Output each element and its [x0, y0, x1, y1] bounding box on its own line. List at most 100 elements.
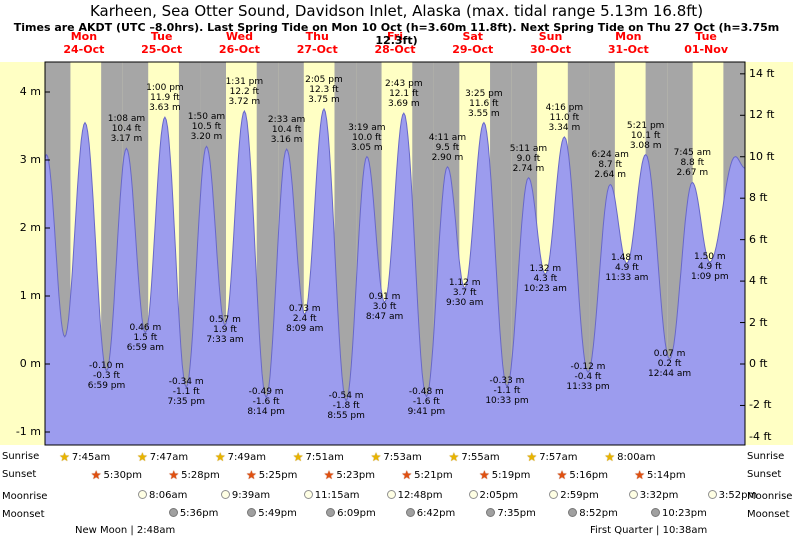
- y-axis-right-label: 0 ft: [749, 357, 768, 370]
- moonrise-marker: 11:15am: [303, 490, 360, 504]
- sunrise-marker: ★ 7:57am: [526, 450, 577, 464]
- moonset-marker: 5:49pm: [247, 508, 297, 522]
- tide-low-annotation: -0.33 m -1.1 ft 10:33 pm: [485, 376, 529, 407]
- moonset-marker: 5:36pm: [168, 508, 219, 522]
- moonrise-row-label-left: Moonrise: [2, 491, 48, 502]
- moonrise-marker: 3:32pm: [628, 490, 679, 504]
- day-label: Fri 28-Oct: [374, 30, 416, 56]
- moonset-icon: [168, 508, 178, 517]
- sunset-icon: ★: [556, 468, 568, 482]
- tide-high-annotation: 6:24 am 8.7 ft 2.64 m: [591, 150, 629, 181]
- moonset-time: 6:09pm: [337, 508, 376, 519]
- sunrise-time: 7:55am: [461, 452, 500, 463]
- moonrise-icon: [628, 490, 638, 499]
- moonset-icon: [326, 508, 336, 517]
- y-axis-right-label: -2 ft: [749, 398, 772, 412]
- sunset-icon: ★: [634, 468, 646, 482]
- moonrise-icon: [707, 490, 717, 499]
- moonrise-icon: [549, 490, 559, 499]
- tide-low-annotation: -0.48 m -1.6 ft 9:41 pm: [407, 386, 446, 417]
- tide-low-annotation: 1.12 m 3.7 ft 9:30 am: [445, 277, 484, 308]
- day-label: Sun 30-Oct: [530, 30, 572, 56]
- y-axis-left-label: 0 m: [19, 357, 41, 370]
- moonrise-marker: 3:52pm: [707, 490, 757, 504]
- moonset-time: 8:52pm: [579, 508, 618, 519]
- sunrise-time: 7:47am: [149, 452, 189, 463]
- sunrise-marker: ★ 7:55am: [449, 450, 500, 464]
- sunrise-marker: ★ 7:51am: [293, 450, 344, 464]
- moonrise-icon: [303, 490, 313, 499]
- sunrise-time: 7:49am: [227, 452, 266, 463]
- sunset-row-label-left: Sunset: [2, 469, 37, 480]
- tide-low-annotation: -0.49 m -1.6 ft 8:14 pm: [247, 387, 285, 418]
- sunset-icon: ★: [401, 468, 413, 482]
- sunrise-icon: ★: [59, 450, 70, 464]
- tide-high-annotation: 1:08 am 10.4 ft 3.17 m: [107, 114, 146, 145]
- moonset-time: 5:36pm: [179, 508, 219, 519]
- moonrise-time: 12:48pm: [397, 490, 443, 501]
- moonrise-icon: [220, 490, 230, 499]
- sunset-time: 5:21pm: [414, 470, 453, 481]
- y-axis-left-label: 4 m: [19, 85, 41, 98]
- tide-low-annotation: 0.46 m 1.5 ft 6:59 am: [126, 322, 165, 353]
- day-label: Tue 25-Oct: [141, 30, 183, 56]
- sunrise-time: 7:57am: [539, 452, 578, 463]
- sunset-marker: ★ 5:28pm: [168, 468, 219, 482]
- day-label: Tue 01-Nov: [684, 30, 728, 56]
- moonrise-time: 11:15am: [314, 490, 360, 501]
- sunset-time: 5:23pm: [336, 470, 375, 481]
- moonset-time: 10:23pm: [661, 508, 707, 519]
- page-subtitle: Times are AKDT (UTC –8.0hrs). Last Sprin…: [13, 21, 780, 47]
- moonset-row-label-left: Moonset: [2, 509, 45, 520]
- moonset-time: 6:42pm: [416, 508, 456, 519]
- tide-low-annotation: 0.73 m 2.4 ft 8:09 am: [286, 304, 324, 335]
- sunset-icon: ★: [323, 468, 335, 482]
- y-axis-left-label: -1 m: [15, 425, 41, 438]
- y-axis-right-label: -4 ft: [749, 430, 772, 443]
- sunrise-marker: ★ 7:47am: [137, 450, 188, 464]
- sunrise-icon: ★: [292, 450, 304, 464]
- tide-low-annotation: -0.10 m -0.3 ft 6:59 pm: [87, 360, 126, 391]
- moonrise-icon: [468, 490, 478, 499]
- y-axis-right-label: 6 ft: [749, 232, 768, 246]
- tide-curve: [44, 107, 746, 402]
- sunrise-row-label-right: Sunrise: [747, 451, 785, 462]
- sunset-marker: ★ 5:30pm: [91, 468, 142, 482]
- tide-low-annotation: 0.91 m 3.0 ft 8:47 am: [365, 292, 404, 323]
- sunset-icon: ★: [90, 468, 102, 482]
- moonrise-marker: 2:05pm: [468, 490, 519, 504]
- y-axis-right-label: 2 ft: [749, 315, 768, 329]
- moonrise-marker: 2:59pm: [549, 490, 599, 504]
- y-axis-right-label: 12 ft: [749, 108, 775, 122]
- moonset-time: 5:49pm: [258, 508, 297, 519]
- tide-high-annotation: 5:11 am 9.0 ft 2.74 m: [509, 143, 548, 174]
- sunset-time: 5:30pm: [103, 470, 143, 481]
- moon-phase-new: New Moon | 2:48am: [75, 525, 176, 536]
- sunset-marker: ★ 5:16pm: [557, 468, 608, 482]
- sunrise-icon: ★: [214, 450, 226, 464]
- tide-high-annotation: 7:45 am 8.8 ft 2.67 m: [673, 148, 711, 179]
- moonset-icon: [486, 508, 496, 517]
- sunrise-marker: ★ 7:53am: [371, 450, 422, 464]
- day-label: Mon 31-Oct: [607, 30, 649, 56]
- sunset-time: 5:16pm: [569, 470, 608, 481]
- sunrise-marker: ★ 7:45am: [59, 450, 110, 464]
- sunset-marker: ★ 5:21pm: [401, 468, 452, 482]
- moonrise-time: 2:05pm: [479, 490, 519, 501]
- moonrise-time: 8:06am: [149, 490, 188, 501]
- moonrise-time: 3:32pm: [639, 490, 679, 501]
- sunset-marker: ★ 5:14pm: [634, 468, 685, 482]
- moonset-icon: [568, 508, 578, 517]
- sunrise-icon: ★: [370, 450, 382, 464]
- moonrise-time: 2:59pm: [560, 490, 599, 501]
- moonset-time: 7:35pm: [497, 508, 536, 519]
- moonset-icon: [650, 508, 660, 517]
- tide-high-annotation: 2:33 am 10.4 ft 3.16 m: [267, 115, 306, 146]
- tide-low-annotation: -0.54 m -1.8 ft 8:55 pm: [327, 390, 365, 421]
- sunrise-icon: ★: [526, 450, 538, 464]
- tide-high-annotation: 2:05 pm 12.3 ft 3.75 m: [305, 75, 343, 105]
- tide-high-annotation: 3:19 am 10.0 ft 3.05 m: [348, 122, 386, 153]
- day-label: Mon 24-Oct: [63, 30, 105, 56]
- tide-low-annotation: 1.48 m 4.9 ft 11:33 am: [605, 253, 649, 284]
